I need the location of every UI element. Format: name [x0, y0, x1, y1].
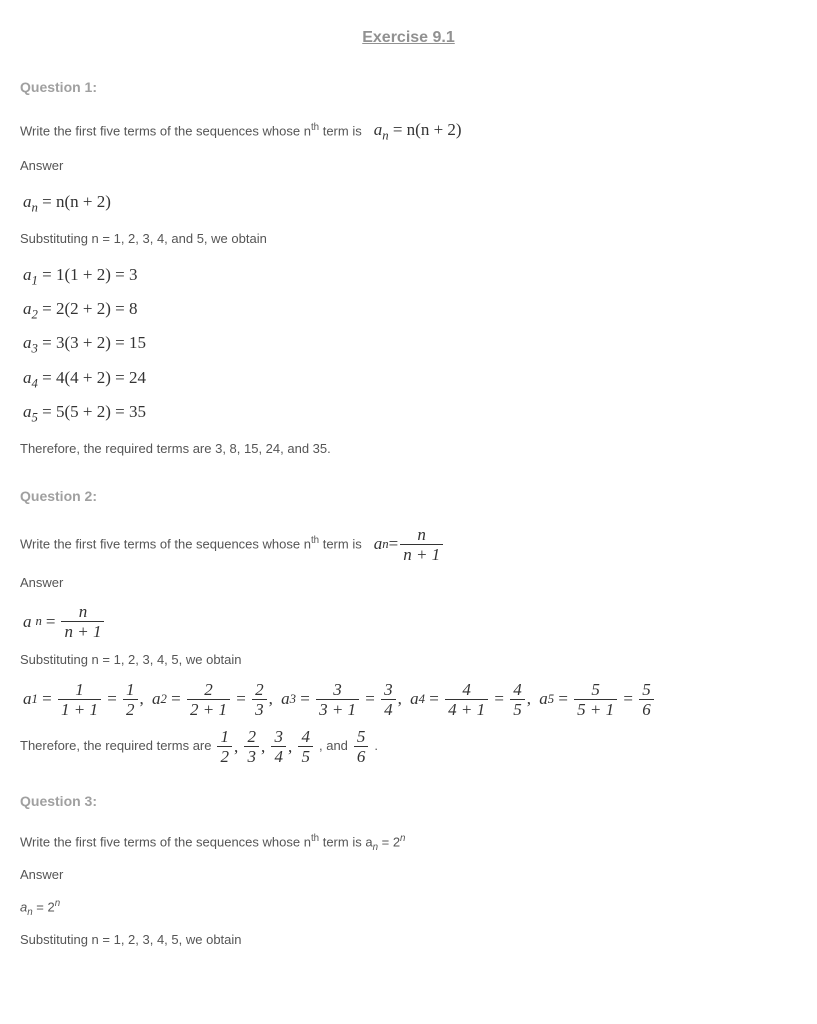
q2-term-n1: 5	[574, 681, 617, 700]
q2-restate-den: n + 1	[61, 622, 104, 640]
q2-term-d1: 5 + 1	[574, 700, 617, 718]
q2-frac-den: n + 1	[400, 545, 443, 563]
q2-prompt-post: term is	[319, 536, 362, 551]
q1-subst: Substituting n = 1, 2, 3, 4, and 5, we o…	[20, 229, 797, 250]
q2-conclusion: Therefore, the required terms are 12, 23…	[20, 728, 797, 765]
q2-term-d2: 5	[510, 700, 525, 718]
q1-restate-a: a	[23, 192, 32, 211]
q1-term: a5 = 5(5 + 2) = 35	[20, 397, 797, 429]
q2-and: , and	[319, 736, 348, 757]
q2-res-n: 1	[217, 728, 232, 747]
q2-answer-label: Answer	[20, 573, 797, 594]
q2-term-n2: 5	[639, 681, 654, 700]
q2-term: a1 = 11 + 1 = 12,	[23, 681, 148, 718]
q2-res-n: 3	[271, 728, 286, 747]
question-1-heading: Question 1:	[20, 76, 797, 98]
q1-term: a2 = 2(2 + 2) = 8	[20, 294, 797, 326]
q2-restate-a: a	[23, 607, 32, 638]
q1-formula-a: a	[374, 120, 383, 139]
q2-res-d: 3	[244, 747, 259, 765]
q3-restate-eq: = 2	[33, 899, 55, 914]
q2-term-d1: 3 + 1	[316, 700, 359, 718]
exercise-title: Exercise 9.1	[20, 25, 797, 51]
q2-last-n: 5	[354, 728, 369, 747]
q2-term-n1: 2	[187, 681, 230, 700]
q3-prompt-exp: n	[400, 833, 405, 844]
q1-restate: an = n(n + 2)	[20, 187, 797, 219]
q2-term: a3 = 33 + 1 = 34,	[281, 681, 406, 718]
q3-answer-label: Answer	[20, 865, 797, 886]
q2-formula-a: a	[374, 530, 383, 557]
q2-res-d: 5	[298, 747, 313, 765]
q2-formula-eq: =	[389, 530, 399, 557]
q3-subst: Substituting n = 1, 2, 3, 4, 5, we obtai…	[20, 930, 797, 951]
q1-term-expr: = 4(4 + 2) = 24	[38, 368, 146, 387]
q2-prompt-sup: th	[311, 535, 319, 546]
q2-term: a5 = 55 + 1 = 56	[539, 681, 656, 718]
q2-last-d: 6	[354, 747, 369, 765]
q2-term-n2: 3	[381, 681, 396, 700]
q2-term-n1: 3	[316, 681, 359, 700]
q2-res-n: 4	[298, 728, 313, 747]
q1-formula-rhs: = n(n + 2)	[389, 120, 462, 139]
q2-res-d: 2	[217, 747, 232, 765]
q1-term: a4 = 4(4 + 2) = 24	[20, 363, 797, 395]
q1-prompt-sup: th	[311, 122, 319, 133]
q2-term: a4 = 44 + 1 = 45,	[410, 681, 535, 718]
q1-prompt-post: term is	[319, 123, 362, 138]
q1-prompt: Write the first five terms of the sequen…	[20, 116, 797, 146]
q2-term-n1: 1	[58, 681, 101, 700]
q3-restate: an = 2n	[20, 896, 797, 921]
q2-term-n2: 1	[123, 681, 138, 700]
q2-period: .	[374, 736, 378, 757]
q2-term-d1: 4 + 1	[445, 700, 488, 718]
q2-terms-row: a1 = 11 + 1 = 12, a2 = 22 + 1 = 23, a3 =…	[20, 681, 797, 718]
q2-conclusion-pre: Therefore, the required terms are	[20, 736, 211, 757]
q2-res-d: 4	[271, 747, 286, 765]
q2-term-d1: 1 + 1	[58, 700, 101, 718]
q1-restate-rhs: = n(n + 2)	[38, 192, 111, 211]
q3-prompt-pre: Write the first five terms of the sequen…	[20, 834, 311, 849]
question-3-heading: Question 3:	[20, 790, 797, 812]
q1-term-expr: = 5(5 + 2) = 35	[38, 402, 146, 421]
q1-term-expr: = 1(1 + 2) = 3	[38, 265, 138, 284]
q2-term-d2: 2	[123, 700, 138, 718]
q3-prompt: Write the first five terms of the sequen…	[20, 831, 797, 856]
q2-res-n: 2	[244, 728, 259, 747]
q2-term-n2: 2	[252, 681, 267, 700]
q2-prompt: Write the first five terms of the sequen…	[20, 526, 797, 563]
q2-prompt-pre: Write the first five terms of the sequen…	[20, 536, 311, 551]
q1-conclusion: Therefore, the required terms are 3, 8, …	[20, 439, 797, 460]
q1-term: a1 = 1(1 + 2) = 3	[20, 260, 797, 292]
q2-term-d2: 4	[381, 700, 396, 718]
q3-prompt-eq: = 2	[378, 834, 400, 849]
q2-restate-sub: n	[36, 610, 42, 633]
q2-term-d2: 3	[252, 700, 267, 718]
q2-subst: Substituting n = 1, 2, 3, 4, 5, we obtai…	[20, 650, 797, 671]
q2-frac-num: n	[400, 526, 443, 545]
q3-prompt-post: term is a	[319, 834, 372, 849]
q1-answer-label: Answer	[20, 156, 797, 177]
q2-restate-eq: =	[46, 607, 56, 638]
q2-term: a2 = 22 + 1 = 23,	[152, 681, 277, 718]
q1-terms-block: a1 = 1(1 + 2) = 3 a2 = 2(2 + 2) = 8 a3 =…	[20, 260, 797, 430]
q2-restate: an = n n + 1	[20, 603, 797, 640]
q2-term-d2: 6	[639, 700, 654, 718]
q1-term: a3 = 3(3 + 2) = 15	[20, 328, 797, 360]
q2-term-n1: 4	[445, 681, 488, 700]
q1-term-expr: = 2(2 + 2) = 8	[38, 299, 138, 318]
q2-term-d1: 2 + 1	[187, 700, 230, 718]
q1-term-expr: = 3(3 + 2) = 15	[38, 333, 146, 352]
q3-prompt-sup: th	[311, 833, 319, 844]
q2-restate-num: n	[61, 603, 104, 622]
q2-term-n2: 4	[510, 681, 525, 700]
question-2-heading: Question 2:	[20, 485, 797, 507]
q3-restate-exp: n	[55, 898, 60, 909]
q1-prompt-pre: Write the first five terms of the sequen…	[20, 123, 311, 138]
